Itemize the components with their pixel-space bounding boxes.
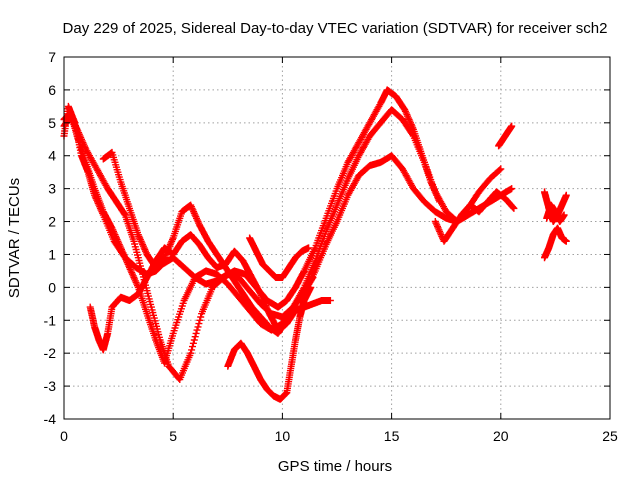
y-axis-label: SDTVAR / TECUs: [6, 178, 23, 298]
series-track-e: [99, 148, 317, 337]
x-tick-label: 10: [275, 428, 291, 444]
x-tick-label: 25: [602, 428, 618, 444]
series-markers: [224, 283, 315, 403]
y-tick-label: -2: [44, 345, 57, 361]
y-tick-label: 3: [48, 181, 56, 197]
plot-area: [60, 86, 570, 403]
y-tick-label: 2: [48, 214, 56, 230]
series-markers: [246, 234, 313, 281]
series-track-i: [495, 122, 516, 150]
x-tick-label: 0: [60, 428, 68, 444]
x-axis: 0 5 10 15 20 25: [60, 57, 618, 444]
y-tick-label: 4: [48, 148, 56, 164]
x-tick-label: 5: [169, 428, 177, 444]
y-axis: -4 -3 -2 -1 0 1 2 3 4 5 6 7: [44, 49, 610, 427]
x-axis-label: GPS time / hours: [278, 458, 392, 475]
y-tick-label: -1: [44, 312, 57, 328]
series-markers: [431, 188, 518, 245]
series-track-l: [543, 201, 568, 225]
series-markers: [495, 122, 516, 150]
x-tick-label: 20: [493, 428, 509, 444]
series-track-h: [431, 188, 518, 245]
y-tick-label: -4: [44, 411, 57, 427]
plot-frame: [63, 56, 611, 420]
y-tick-label: 6: [48, 82, 56, 98]
grid-lines: [64, 57, 610, 419]
series-markers: [99, 148, 317, 337]
series-markers: [543, 201, 568, 225]
x-tick-label: 15: [384, 428, 400, 444]
chart-title: Day 229 of 2025, Sidereal Day-to-day VTE…: [63, 20, 608, 37]
series-track-f: [224, 283, 315, 403]
series-markers: [541, 224, 570, 262]
series-track-k: [541, 224, 570, 262]
y-tick-label: 1: [48, 246, 56, 262]
series-track-g: [246, 234, 313, 281]
y-tick-label: -3: [44, 378, 57, 394]
y-tick-label: 0: [48, 279, 56, 295]
y-tick-label: 5: [48, 115, 56, 131]
y-tick-label: 7: [48, 49, 56, 65]
